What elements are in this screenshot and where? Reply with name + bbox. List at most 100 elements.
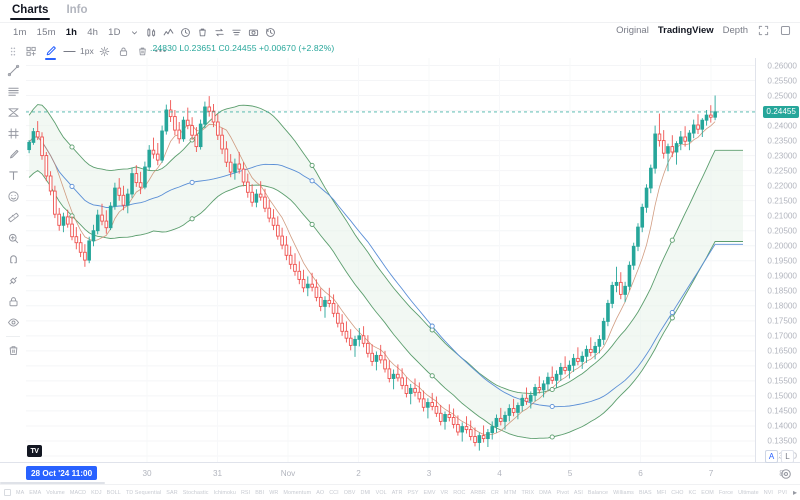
history-icon[interactable] — [262, 25, 279, 41]
trendline-icon[interactable] — [1, 60, 25, 81]
indicator-chip[interactable]: ATR — [391, 489, 403, 496]
emoji-icon[interactable] — [1, 186, 25, 207]
indicator-chip[interactable]: MA — [16, 489, 25, 496]
price-axis-label: 0.26000 — [767, 61, 797, 70]
indicator-chip[interactable]: PSY — [407, 489, 419, 496]
line-width-label[interactable]: 1px — [80, 46, 94, 56]
indicator-chip[interactable]: Williams — [613, 489, 634, 496]
indicator-chip[interactable]: Force — [718, 489, 734, 496]
fullscreen-icon[interactable] — [757, 24, 770, 37]
time-axis[interactable]: 28 Oct '24 11:00 30 31 Nov 2 3 4 5 6 7 8 — [0, 462, 800, 484]
indicator-chip[interactable]: ASI — [573, 489, 583, 496]
text-icon[interactable] — [1, 165, 25, 186]
pitchfork-icon[interactable] — [1, 123, 25, 144]
timeframe-1m[interactable]: 1m — [13, 27, 27, 38]
timeframe-1d[interactable]: 1D — [108, 27, 121, 38]
list-icon[interactable] — [228, 25, 245, 41]
source-depth[interactable]: Depth — [722, 25, 748, 36]
indicator-chip[interactable]: Balance — [587, 489, 609, 496]
tab-info[interactable]: Info — [66, 4, 88, 16]
indicator-chip[interactable]: TRIX — [521, 489, 535, 496]
price-chart[interactable] — [26, 58, 755, 462]
indicator-chip[interactable]: SAR — [166, 489, 178, 496]
indicator-chip[interactable]: VOL — [375, 489, 387, 496]
template-icon[interactable] — [23, 44, 40, 59]
chevron-right-icon[interactable]: ▸ — [792, 488, 797, 497]
indicator-chip[interactable]: EMA — [29, 489, 42, 496]
indicator-chip[interactable]: ROC — [453, 489, 466, 496]
indicator-chip[interactable]: Momentum — [283, 489, 312, 496]
lock-icon[interactable] — [115, 44, 132, 59]
line-style-icon[interactable] — [61, 44, 78, 59]
indicator-chip[interactable]: OBV — [343, 489, 356, 496]
tab-charts[interactable]: Charts — [9, 4, 51, 20]
indicator-chip[interactable]: CHO — [671, 489, 684, 496]
camera-icon[interactable] — [245, 25, 262, 41]
indicator-chip[interactable]: DMA — [539, 489, 552, 496]
ruler-icon[interactable] — [1, 207, 25, 228]
source-tradingview[interactable]: TradingView — [657, 25, 714, 36]
trash-icon[interactable] — [1, 340, 25, 361]
indicator-chip[interactable]: TD Sequential — [125, 489, 162, 496]
indicator-chip[interactable]: BOLL — [106, 489, 121, 496]
indicator-chip[interactable]: MTM — [503, 489, 517, 496]
lock-icon[interactable] — [1, 291, 25, 312]
timezone-icon[interactable] — [177, 25, 194, 41]
indicator-chip[interactable]: MACD — [69, 489, 87, 496]
indicator-chip[interactable]: RSI — [240, 489, 251, 496]
indicator-chip[interactable]: Volume — [46, 489, 65, 496]
indicator-chip[interactable]: Ichimoku — [213, 489, 236, 496]
brush-icon[interactable] — [1, 144, 25, 165]
gear-icon[interactable] — [96, 44, 113, 59]
indicator-list-icon[interactable] — [4, 489, 11, 496]
trash-icon[interactable] — [134, 44, 151, 59]
chevron-down-icon[interactable] — [126, 25, 143, 41]
indicator-chip[interactable]: NVI — [763, 489, 773, 496]
pen-icon[interactable] — [42, 44, 59, 60]
eye-icon[interactable] — [1, 312, 25, 333]
drag-handle-icon[interactable] — [4, 44, 21, 59]
timeframe-15m[interactable]: 15m — [36, 27, 56, 38]
indicator-strip[interactable]: MA EMA Volume MACD KDJ BOLL TD Sequential SAR St… — [0, 484, 800, 500]
indicator-chip[interactable]: KDJ — [91, 489, 102, 496]
gear-icon[interactable] — [780, 468, 792, 480]
indicator-chip[interactable]: CCI — [329, 489, 339, 496]
more-options-button[interactable]: ••• — [154, 46, 168, 56]
magnet-icon[interactable] — [1, 249, 25, 270]
pin-icon[interactable] — [1, 270, 25, 291]
timeframe-4h[interactable]: 4h — [87, 27, 99, 38]
indicator-chip[interactable]: Ultimate — [738, 489, 759, 496]
timeframe-1h[interactable]: 1h — [65, 27, 78, 38]
time-axis-label: 3 — [426, 469, 432, 478]
magnifier-icon[interactable] — [1, 228, 25, 249]
indicator-chip[interactable]: VR — [440, 489, 449, 496]
auto-scale-toggle[interactable]: A — [765, 450, 778, 463]
indicator-chip[interactable]: Stochastic — [182, 489, 209, 496]
indicator-chip[interactable]: EMV — [423, 489, 436, 496]
fibonacci-icon[interactable] — [1, 102, 25, 123]
indicator-chip[interactable]: CR — [490, 489, 499, 496]
delete-icon[interactable] — [194, 25, 211, 41]
horizontal-lines-icon[interactable] — [1, 81, 25, 102]
price-axis-label: 0.19000 — [767, 271, 797, 281]
compare-icon[interactable] — [211, 25, 228, 41]
log-scale-toggle[interactable]: L — [781, 450, 794, 463]
indicator-chip[interactable]: BIAS — [638, 489, 652, 496]
indicator-chip[interactable]: DMI — [360, 489, 371, 496]
candles-icon[interactable] — [143, 25, 160, 41]
indicator-chip[interactable]: KC — [688, 489, 697, 496]
horizontal-scrollbar[interactable] — [0, 482, 800, 484]
indicator-chip[interactable]: MFI — [656, 489, 667, 496]
indicator-chip[interactable]: AO — [316, 489, 325, 496]
window-icon[interactable] — [779, 24, 792, 37]
indicator-chip[interactable]: Pivot — [556, 489, 569, 496]
chart-source-switcher: Original TradingView Depth — [616, 24, 792, 37]
indicator-chip[interactable]: PVI — [778, 489, 787, 496]
indicators-icon[interactable] — [160, 25, 177, 41]
indicator-chip[interactable]: ARBR — [470, 489, 486, 496]
indicator-chip[interactable]: WR — [269, 489, 279, 496]
indicator-chip[interactable]: BBI — [255, 489, 265, 496]
source-original[interactable]: Original — [616, 25, 649, 36]
price-axis[interactable]: 0.260000.255000.250000.245000.240000.235… — [755, 58, 800, 462]
indicator-chip[interactable]: EOM — [701, 489, 714, 496]
